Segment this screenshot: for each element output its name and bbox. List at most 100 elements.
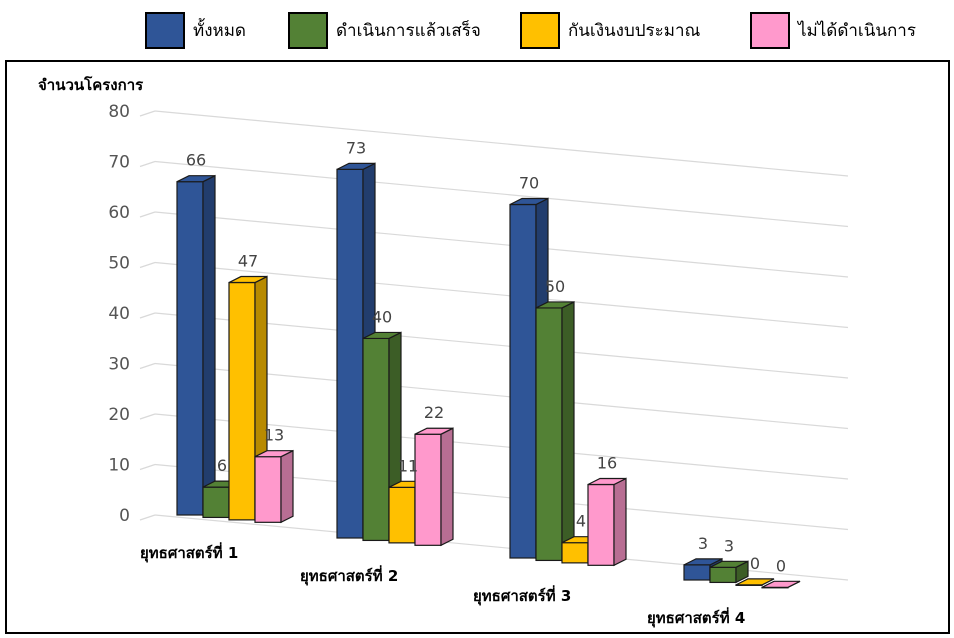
y-tick-label: 0 bbox=[119, 506, 130, 526]
bar bbox=[254, 449, 294, 524]
gridline-stub bbox=[139, 160, 156, 168]
data-label: 11 bbox=[398, 456, 418, 475]
bar-side bbox=[613, 477, 627, 567]
gridline-stub bbox=[139, 261, 156, 269]
data-label: 0 bbox=[776, 556, 786, 575]
legend-swatch bbox=[288, 11, 328, 49]
gridline bbox=[154, 110, 849, 177]
bar-front bbox=[388, 486, 416, 544]
data-label: 66 bbox=[186, 151, 206, 170]
legend-label: ทั้งหมด bbox=[193, 20, 246, 41]
data-label: 13 bbox=[264, 426, 284, 445]
gridline-stub bbox=[139, 413, 156, 420]
bar bbox=[735, 578, 775, 586]
x-tick-label: ยุทธศาสตร์ที่ 1 bbox=[140, 542, 238, 563]
bar-top bbox=[587, 477, 627, 486]
bar-top bbox=[336, 162, 376, 170]
bar bbox=[228, 275, 268, 521]
bar-side bbox=[280, 449, 294, 524]
legend-item: ทั้งหมด bbox=[145, 10, 246, 50]
y-tick-label: 20 bbox=[108, 405, 130, 425]
data-label: 40 bbox=[372, 307, 392, 326]
data-label: 3 bbox=[698, 534, 708, 553]
legend-label: กันเงินงบประมาณ bbox=[568, 20, 701, 41]
bar-front bbox=[254, 456, 282, 523]
bar-front bbox=[362, 337, 390, 542]
chart-svg: 01020304050607080จำนวนโครงการ6664713ยุทธ… bbox=[38, 75, 849, 628]
data-label: 6 bbox=[217, 456, 227, 475]
bar-front bbox=[683, 564, 711, 581]
x-tick-label: ยุทธศาสตร์ที่ 3 bbox=[473, 585, 571, 606]
legend-swatch bbox=[750, 11, 790, 49]
data-label: 50 bbox=[545, 277, 565, 296]
y-tick-label: 60 bbox=[108, 203, 130, 223]
y-tick-label: 80 bbox=[108, 102, 130, 122]
bar bbox=[535, 300, 575, 562]
legend-swatch bbox=[520, 11, 560, 49]
bar-top bbox=[683, 558, 723, 566]
bar bbox=[709, 560, 749, 584]
bar-top bbox=[535, 301, 575, 309]
bar bbox=[587, 477, 627, 567]
data-label: 3 bbox=[724, 536, 734, 555]
bar-top bbox=[176, 175, 216, 183]
bar-top bbox=[414, 427, 454, 435]
x-tick-label: ยุทธศาสตร์ที่ 2 bbox=[300, 565, 398, 586]
data-label: 47 bbox=[238, 252, 258, 271]
gridline-stub bbox=[139, 211, 156, 218]
bar-top bbox=[509, 197, 549, 206]
gridline bbox=[154, 261, 849, 329]
bar-front bbox=[228, 281, 256, 521]
legend-label: ดำเนินการแล้วเสร็จ bbox=[336, 20, 481, 41]
gridline bbox=[154, 160, 849, 228]
chart-area: 0 10 20 30 40 50 60 70 80 จำนวนโครงการ 66 6 47 13 ยุทธ… bbox=[5, 60, 950, 634]
data-label: 4 bbox=[576, 512, 586, 531]
data-label: 16 bbox=[597, 454, 617, 473]
gridline bbox=[154, 312, 849, 379]
bar bbox=[414, 427, 454, 547]
bar-front bbox=[709, 566, 737, 584]
bar bbox=[176, 174, 216, 516]
gridline bbox=[154, 211, 849, 278]
y-tick-label: 30 bbox=[108, 355, 130, 375]
bar-front bbox=[176, 181, 204, 516]
data-label: 0 bbox=[750, 554, 760, 573]
legend-item: ดำเนินการแล้วเสร็จ bbox=[288, 10, 481, 50]
bar-side bbox=[561, 300, 575, 562]
data-label: 22 bbox=[424, 403, 444, 422]
gridline-stub bbox=[139, 463, 156, 471]
bar bbox=[761, 580, 801, 589]
chart-legend: ทั้งหมด ดำเนินการแล้วเสร็จ กันเงินงบประมาณ… bbox=[0, 0, 954, 56]
y-tick-label: 50 bbox=[108, 254, 130, 274]
bar-top bbox=[761, 580, 801, 588]
data-label: 70 bbox=[519, 174, 539, 193]
gridline-stub bbox=[139, 110, 156, 117]
y-tick-label: 70 bbox=[108, 153, 130, 173]
bar-front bbox=[414, 433, 442, 546]
legend-item: ไม่ได้ดำเนินการ bbox=[750, 10, 916, 50]
bar-top bbox=[228, 275, 268, 284]
gridline bbox=[154, 413, 849, 480]
bar-front bbox=[587, 483, 615, 566]
x-tick-label: ยุทธศาสตร์ที่ 4 bbox=[647, 607, 745, 628]
bar-front bbox=[336, 168, 364, 539]
bar-top bbox=[254, 450, 294, 458]
bar-front bbox=[509, 203, 537, 559]
bars bbox=[176, 162, 801, 589]
legend-swatch bbox=[145, 11, 185, 49]
bar-front bbox=[535, 307, 563, 562]
y-axis-label: จำนวนโครงการ bbox=[38, 75, 144, 94]
y-tick-label: 10 bbox=[108, 456, 130, 476]
bar-front bbox=[561, 542, 589, 564]
bar-top bbox=[735, 578, 775, 586]
data-label: 73 bbox=[346, 138, 366, 157]
bar-side bbox=[202, 174, 216, 516]
gridline-stub bbox=[139, 514, 156, 521]
bar-side bbox=[440, 427, 454, 547]
y-tick-label: 40 bbox=[108, 304, 130, 324]
gridline-stub bbox=[139, 362, 156, 370]
bar-front bbox=[202, 486, 230, 519]
gridline-stub bbox=[139, 312, 156, 319]
legend-item: กันเงินงบประมาณ bbox=[520, 10, 700, 50]
gridline bbox=[154, 362, 849, 430]
